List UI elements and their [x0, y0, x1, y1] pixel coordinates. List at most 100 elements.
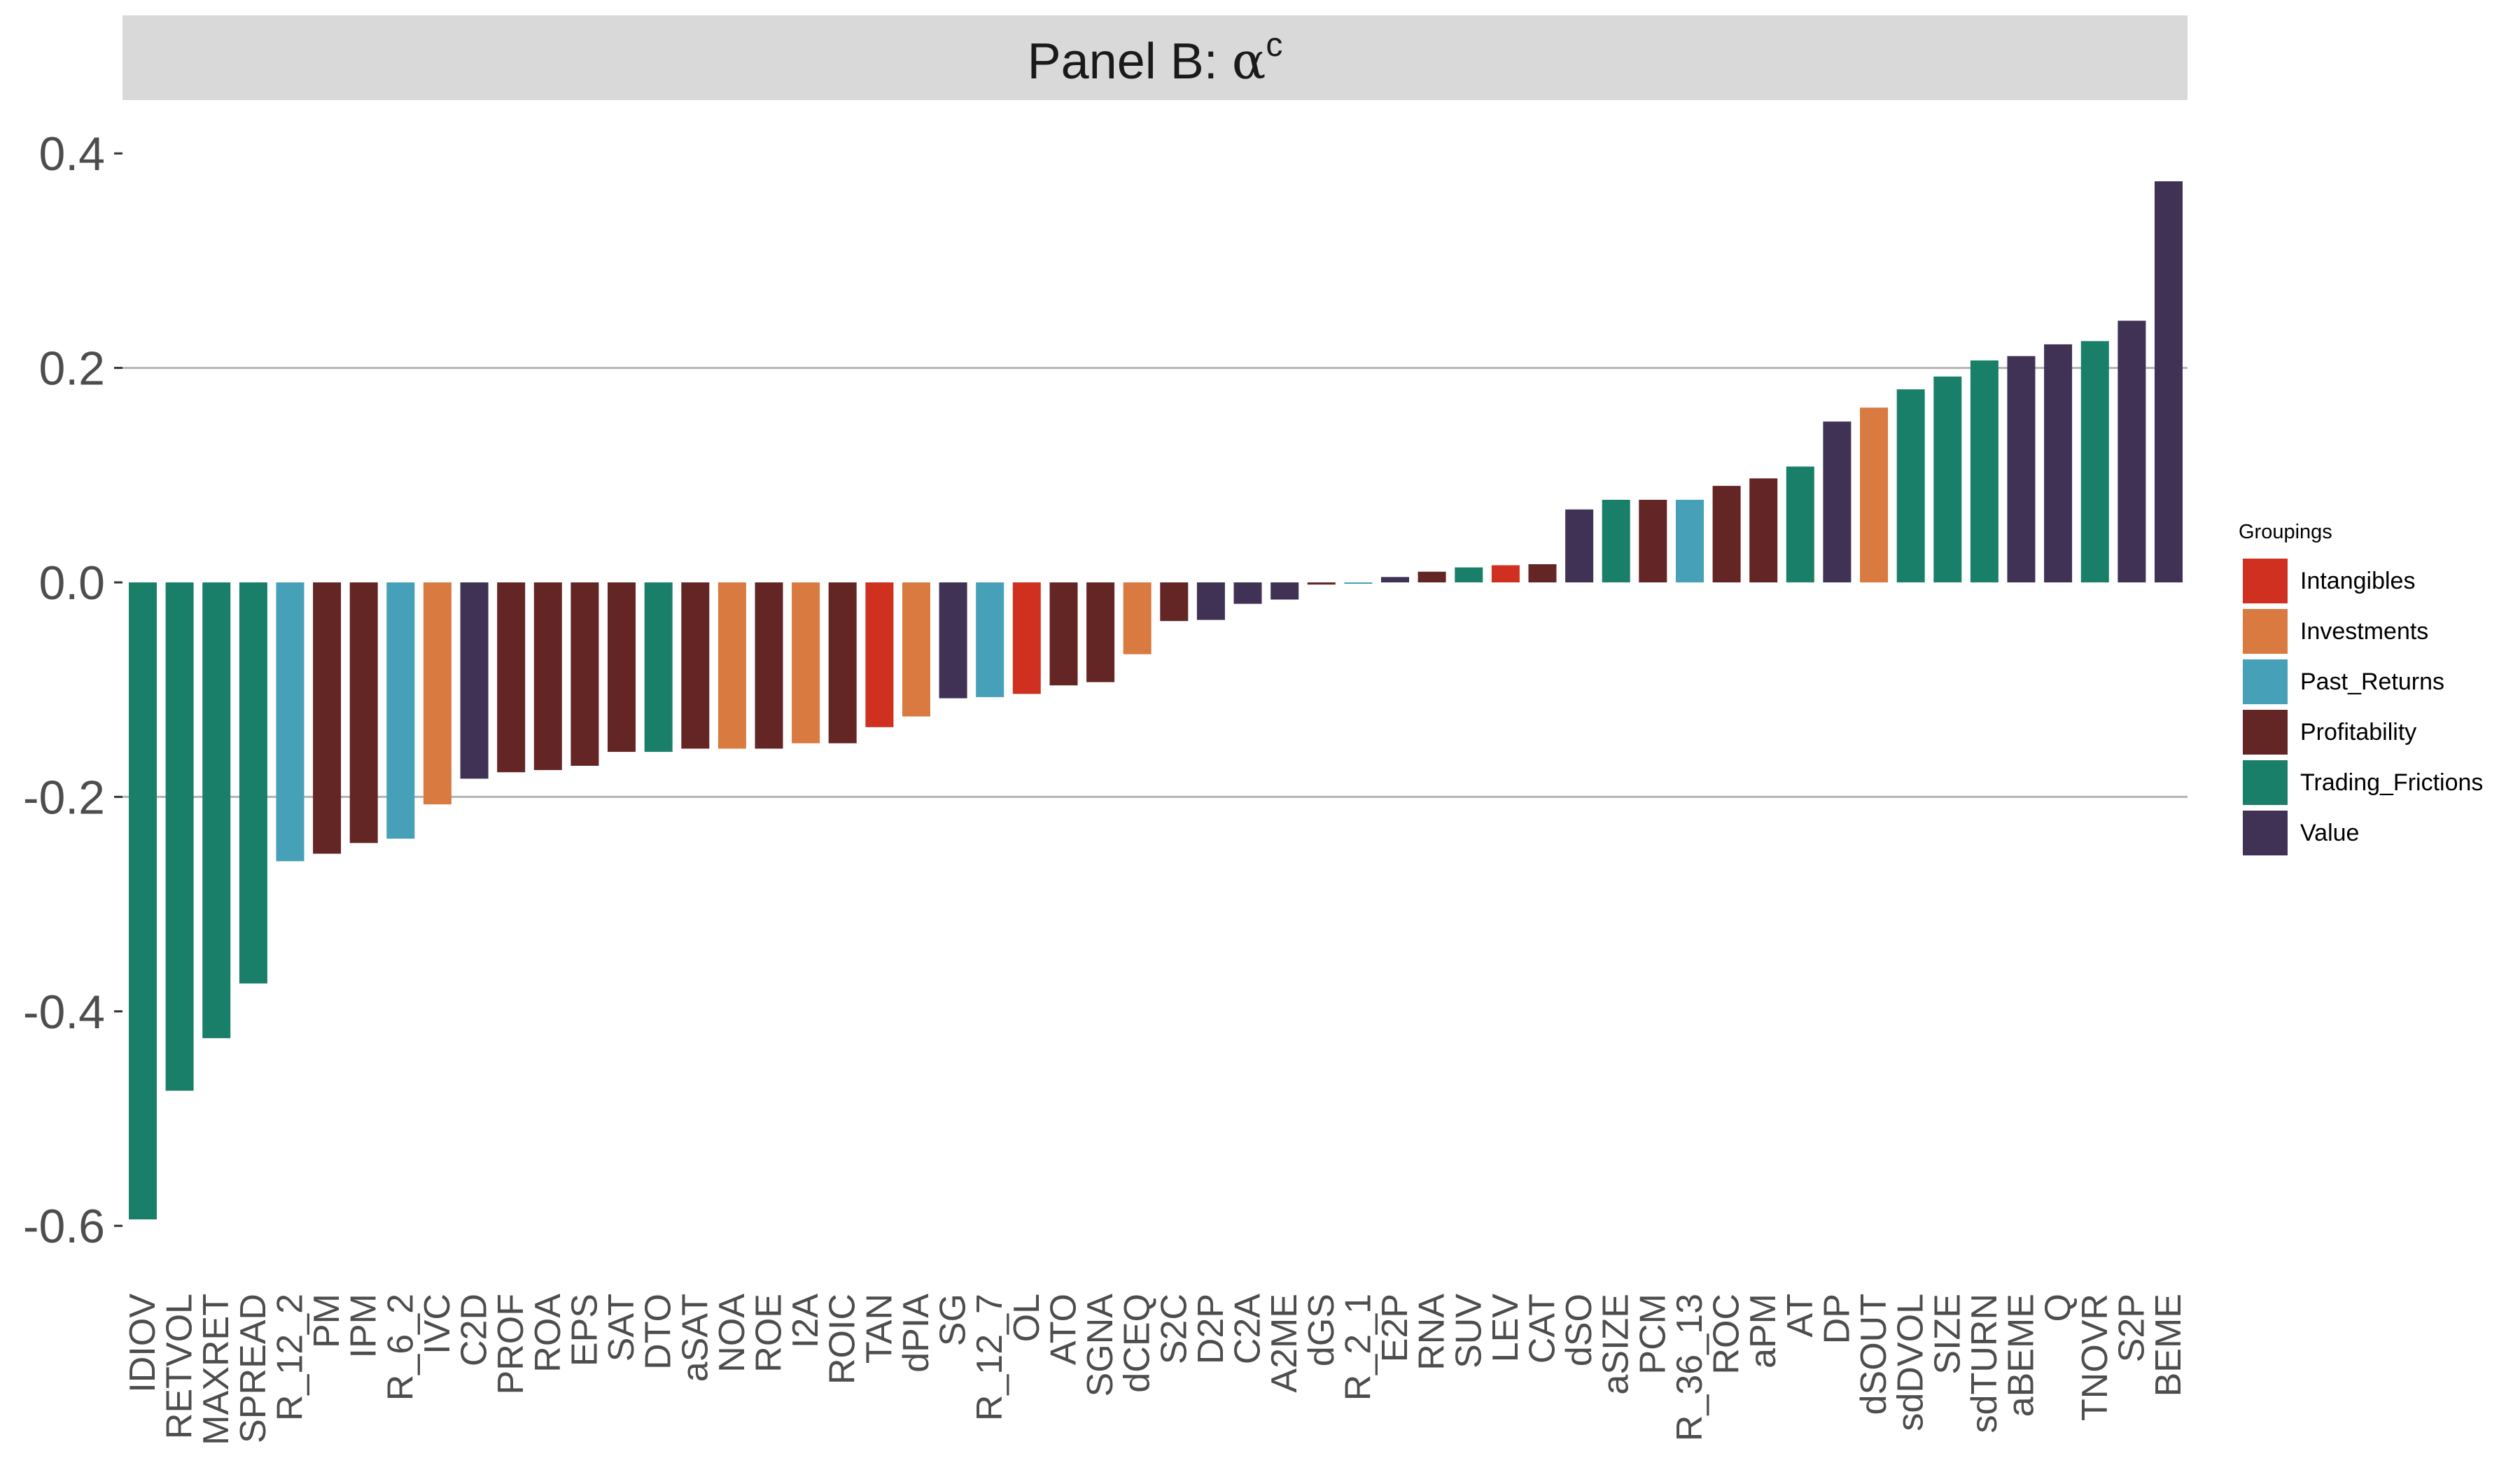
y-tick-label: 0.2 — [38, 342, 105, 396]
legend-label: Investments — [2300, 618, 2428, 645]
x-tick-label: D2P — [1191, 1294, 1231, 1364]
bar-tnovr — [2080, 341, 2109, 582]
bar-prof — [497, 582, 526, 773]
x-tick-label: sdDVOL — [1891, 1294, 1931, 1432]
x-tick-label: C2D — [454, 1294, 495, 1366]
y-tick-label: -0.4 — [23, 986, 105, 1039]
bar-ivc — [423, 582, 451, 805]
bar-pcm — [1639, 500, 1667, 582]
x-tick-label: C2A — [1228, 1294, 1268, 1364]
bar-asat — [681, 582, 710, 749]
x-tick-label: I2A — [785, 1294, 826, 1348]
bar-r-36-13 — [1676, 500, 1704, 582]
bar-rna — [1418, 571, 1446, 582]
legend-label: Trading_Frictions — [2300, 769, 2483, 796]
x-tick-label: Q — [2038, 1294, 2078, 1322]
x-tick-label: DP — [1816, 1294, 1857, 1344]
bar-asize — [1602, 500, 1630, 582]
bar-dpia — [902, 582, 930, 717]
x-tick-label: CAT — [1522, 1294, 1562, 1364]
bar-q — [2044, 344, 2073, 582]
x-tick-label: PM — [307, 1294, 347, 1348]
x-tick-label: E2P — [1375, 1294, 1415, 1362]
x-tick-label: SUV — [1448, 1294, 1489, 1368]
bar-dp — [1823, 421, 1851, 582]
x-tick-label: ROIC — [822, 1294, 863, 1385]
bar-abeme — [2007, 356, 2036, 582]
x-tick-label: SAT — [601, 1294, 642, 1362]
bar-e2p — [1381, 577, 1409, 582]
bar-a2me — [1270, 582, 1299, 600]
bar-dso — [1565, 509, 1594, 582]
x-tick-label: R_36_13 — [1670, 1294, 1710, 1441]
x-tick-label: aSAT — [675, 1294, 715, 1382]
bar-roa — [533, 582, 562, 771]
bar-beme — [2155, 181, 2183, 582]
x-tick-label: ROC — [1707, 1294, 1747, 1375]
x-tick-label: SGNA — [1080, 1294, 1121, 1397]
bar-s2p — [2118, 321, 2146, 582]
legend-key-value — [2243, 811, 2288, 855]
x-tick-label: aPM — [1743, 1294, 1784, 1368]
legend-key-investments — [2243, 609, 2288, 654]
title-strip — [122, 15, 2188, 100]
legend-key-profitability — [2243, 710, 2288, 755]
bar-spread — [239, 582, 267, 983]
bar-i2a — [792, 582, 820, 743]
x-tick-label: LEV — [1485, 1294, 1526, 1363]
x-tick-label: aBEME — [2001, 1294, 2042, 1417]
x-tick-label: DTO — [638, 1294, 679, 1370]
bar-pm — [313, 582, 342, 854]
legend-label: Intangibles — [2300, 568, 2415, 594]
x-tick-label: PCM — [1632, 1294, 1673, 1375]
bar-r-12-2 — [276, 582, 304, 862]
bar-eps — [570, 582, 599, 766]
gridlines — [122, 367, 2188, 798]
x-tick-label: IDIOV — [122, 1294, 163, 1393]
y-axis: -0.6 -0.4 -0.2 0.0 0.2 0.4 — [23, 127, 122, 1253]
bar-dsout — [1860, 407, 1889, 582]
x-tick-label: EPS — [564, 1294, 605, 1366]
x-tick-label: AT — [1780, 1294, 1821, 1338]
chart-title: Panel B: αc — [1028, 27, 1283, 90]
y-tick-label: -0.2 — [23, 771, 105, 824]
x-tick-label: SG — [933, 1294, 974, 1346]
x-tick-label: ATO — [1043, 1294, 1084, 1365]
y-tick-label: 0.0 — [38, 556, 105, 610]
legend-key-past-returns — [2243, 659, 2288, 704]
bar-sgna — [1086, 582, 1115, 682]
x-tick-label: R_6_2 — [380, 1294, 421, 1401]
bars — [129, 181, 2183, 1219]
chart-title-text: Panel B: — [1028, 34, 1232, 90]
bar-ipm — [349, 582, 378, 844]
x-tick-label: dCEQ — [1117, 1294, 1158, 1393]
x-tick-label: TNOVR — [2075, 1294, 2115, 1421]
bar-ato — [1049, 582, 1078, 686]
x-tick-label: S2P — [2111, 1294, 2152, 1362]
bar-cat — [1528, 564, 1557, 582]
bar-ol — [1012, 582, 1041, 694]
bar-sdturn — [1970, 360, 1998, 582]
legend-label: Profitability — [2300, 719, 2416, 746]
x-tick-label: dSOUT — [1854, 1294, 1894, 1415]
x-tick-label: dSO — [1559, 1294, 1600, 1366]
bar-noa — [718, 582, 746, 749]
x-tick-label: OL — [1007, 1294, 1047, 1342]
x-tick-label: BEME — [2148, 1294, 2189, 1396]
bar-size — [1933, 376, 1962, 582]
legend-title: Groupings — [2239, 521, 2332, 543]
x-tick-label: PROF — [491, 1294, 531, 1394]
x-tick-label: IPM — [344, 1294, 384, 1358]
x-tick-label: S2C — [1154, 1294, 1194, 1364]
legend-label: Value — [2300, 820, 2359, 846]
bar-c2d — [460, 582, 489, 779]
bar-r-2-1 — [1344, 582, 1373, 584]
legend-key-trading-frictions — [2243, 760, 2288, 805]
bar-retvol — [165, 582, 194, 1091]
x-tick-label: IVC — [417, 1294, 458, 1354]
x-tick-label: dPIA — [896, 1294, 937, 1373]
x-tick-label: A2ME — [1264, 1294, 1305, 1393]
x-tick-label: R_12_2 — [270, 1294, 310, 1421]
chart-title-superscript: c — [1266, 27, 1282, 64]
x-tick-label: SIZE — [1927, 1294, 1968, 1375]
